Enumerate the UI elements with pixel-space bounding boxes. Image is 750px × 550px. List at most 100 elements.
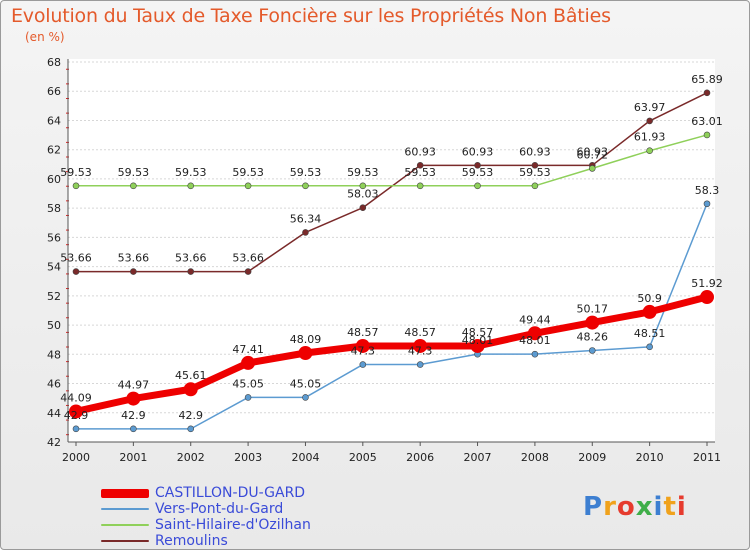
data-point-1 — [244, 394, 252, 401]
x-tick-label: 2007 — [464, 451, 492, 464]
data-point-1 — [187, 425, 195, 433]
y-tick-label: 48 — [47, 348, 61, 361]
data-label-3: 56.34 — [290, 212, 322, 225]
y-tick-label: 64 — [47, 114, 61, 127]
data-point-3 — [359, 204, 367, 212]
data-point-1 — [646, 343, 653, 351]
data-point-3 — [474, 162, 481, 169]
data-label-2: 59.53 — [347, 166, 379, 179]
data-point-1 — [588, 347, 596, 354]
data-point-1 — [72, 425, 80, 433]
data-point-2 — [359, 182, 367, 190]
data-point-0 — [298, 345, 313, 360]
data-label-1: 47.3 — [351, 345, 376, 358]
legend-swatch — [101, 524, 149, 526]
data-point-1 — [416, 361, 424, 368]
data-point-1 — [130, 425, 137, 433]
data-label-0: 48.57 — [462, 326, 494, 339]
data-point-0 — [126, 391, 141, 406]
data-label-3: 65.89 — [691, 73, 723, 86]
data-label-3: 53.66 — [232, 252, 264, 265]
data-label-1: 42.9 — [121, 409, 146, 422]
data-point-1 — [703, 200, 711, 208]
data-label-3: 63.97 — [634, 101, 666, 114]
data-label-1: 48.01 — [519, 334, 551, 347]
x-tick-label: 2006 — [406, 451, 434, 464]
data-point-2 — [416, 182, 424, 190]
data-label-0: 48.09 — [290, 333, 322, 346]
data-label-0: 47.41 — [232, 343, 264, 356]
legend-swatch — [101, 508, 149, 510]
data-label-2: 59.53 — [175, 166, 207, 179]
data-label-0: 50.9 — [637, 292, 662, 305]
data-point-2 — [302, 182, 309, 190]
data-label-2: 60.72 — [577, 148, 609, 161]
data-label-0: 48.57 — [404, 326, 436, 339]
data-label-1: 42.9 — [64, 409, 89, 422]
y-tick-label: 50 — [47, 319, 61, 332]
data-point-2 — [130, 182, 137, 190]
x-tick-label: 2004 — [291, 451, 319, 464]
data-label-2: 59.53 — [519, 166, 551, 179]
series-line-0 — [75, 293, 708, 415]
data-label-0: 51.92 — [691, 277, 723, 290]
x-tick-label: 2005 — [349, 451, 377, 464]
legend-item: Remoulins — [101, 533, 311, 549]
data-label-3: 60.93 — [462, 145, 494, 158]
data-point-2 — [187, 182, 195, 190]
y-tick-label: 58 — [47, 202, 61, 215]
data-label-1: 45.05 — [232, 377, 264, 390]
data-label-2: 63.01 — [691, 115, 723, 128]
data-point-0 — [470, 338, 485, 353]
data-point-2 — [588, 165, 596, 172]
data-label-1: 48.51 — [634, 327, 666, 340]
x-tick-label: 2010 — [636, 451, 664, 464]
data-label-2: 59.53 — [462, 166, 494, 179]
data-label-2: 59.53 — [118, 166, 150, 179]
data-point-3 — [302, 229, 309, 236]
data-point-0 — [69, 404, 83, 419]
legend-swatch — [101, 488, 149, 498]
legend-swatch — [101, 540, 149, 542]
data-label-0: 48.57 — [347, 326, 379, 339]
data-point-2 — [646, 147, 653, 155]
x-tick-label: 2000 — [62, 451, 90, 464]
y-tick-label: 60 — [47, 173, 61, 186]
y-tick-label: 62 — [47, 144, 61, 157]
x-tick-label: 2011 — [693, 451, 721, 464]
data-point-3 — [703, 89, 711, 97]
plot-area — [68, 59, 715, 442]
data-point-2 — [703, 131, 711, 139]
data-label-2: 59.53 — [232, 166, 264, 179]
data-label-2: 59.53 — [404, 166, 436, 179]
data-point-2 — [474, 182, 481, 190]
data-point-2 — [531, 182, 539, 190]
series-line-1 — [76, 203, 708, 430]
data-label-3: 53.66 — [118, 252, 150, 265]
data-label-0: 44.09 — [60, 391, 92, 404]
data-label-0: 49.44 — [519, 313, 551, 326]
data-label-1: 48.01 — [462, 334, 494, 347]
x-tick-label: 2009 — [578, 451, 606, 464]
data-point-0 — [527, 326, 542, 341]
data-label-0: 45.61 — [175, 369, 207, 382]
data-point-1 — [531, 350, 539, 358]
x-tick-label: 2008 — [521, 451, 549, 464]
series-line-2 — [76, 134, 708, 187]
y-tick-label: 44 — [47, 407, 61, 420]
data-point-2 — [244, 182, 252, 190]
data-point-0 — [183, 382, 198, 397]
data-label-3: 60.93 — [404, 145, 436, 158]
data-label-1: 48.26 — [577, 331, 609, 344]
data-point-2 — [72, 182, 80, 190]
legend-label: Saint-Hilaire-d'Ozilhan — [155, 517, 311, 533]
legend-label: Vers-Pont-du-Gard — [155, 501, 284, 517]
x-tick-label: 2002 — [177, 451, 205, 464]
x-tick-label: 2001 — [119, 451, 147, 464]
data-label-3: 53.66 — [60, 252, 92, 265]
legend-label: CASTILLON-DU-GARD — [155, 485, 306, 501]
data-label-3: 60.93 — [577, 145, 609, 158]
data-point-0 — [413, 338, 428, 353]
